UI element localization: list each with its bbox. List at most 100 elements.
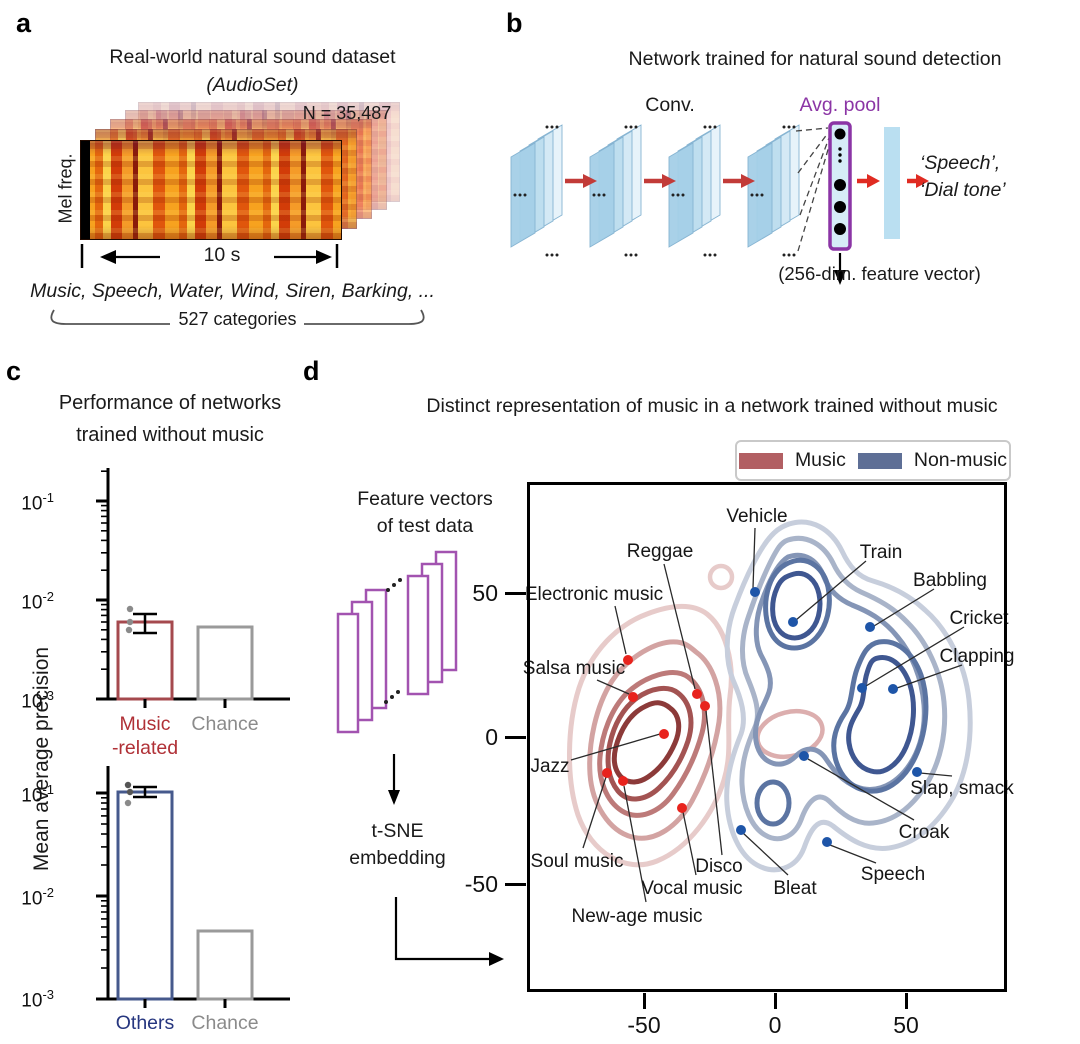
feature-vectors-text: Feature vectors of test data bbox=[357, 488, 493, 537]
label-chance-top: Chance bbox=[191, 713, 259, 735]
error-bar-others bbox=[133, 785, 157, 799]
feature-vector-arrow bbox=[834, 253, 846, 285]
label-speech: Speech bbox=[861, 864, 925, 885]
d-xtick-50: 50 bbox=[893, 1012, 919, 1038]
duration-arrows bbox=[80, 244, 339, 268]
c-y-axis-label: Mean average precision bbox=[30, 646, 53, 872]
label-disco: Disco bbox=[695, 856, 743, 877]
tsne-down-arrow bbox=[388, 754, 400, 805]
label-salsa: Salsa music bbox=[523, 658, 625, 679]
feature-vector-sketch bbox=[336, 550, 458, 734]
bar-chance-bottom bbox=[196, 929, 254, 1001]
c-top-ytick-3: 10-3 bbox=[21, 688, 54, 713]
label-newage: New-age music bbox=[572, 906, 703, 927]
music-legend-swatch bbox=[738, 452, 783, 469]
label-vocal: Vocal music bbox=[641, 878, 742, 899]
spectrogram-left-bar bbox=[81, 141, 90, 239]
c-bot-ytick-1: 10-1 bbox=[21, 782, 54, 807]
d-xtick-mark-50 bbox=[905, 993, 908, 1009]
panel-c-title-2: trained without music bbox=[76, 424, 264, 446]
nonmusic-legend-label: Non-music bbox=[913, 449, 1008, 471]
contours-music bbox=[567, 563, 825, 868]
d-xtick-neg50: -50 bbox=[627, 1012, 661, 1038]
leader-lines bbox=[570, 527, 965, 903]
nonmusic-legend-swatch bbox=[857, 452, 902, 469]
legend: Music Non-music bbox=[735, 440, 1011, 481]
minor-log-ticks bbox=[101, 470, 108, 670]
label-reggae: Reggae bbox=[627, 541, 694, 562]
duration-label: 10 s bbox=[203, 244, 241, 266]
plot-border bbox=[527, 482, 1007, 992]
label-soul: Soul music bbox=[531, 851, 624, 872]
point-labels: Vehicle Reggae Electronic music Salsa mu… bbox=[523, 506, 1015, 927]
panel-a-title: Real-world natural sound dataset bbox=[109, 46, 396, 68]
d-ytick-0: 0 bbox=[485, 724, 498, 750]
conv-layer-group-3 bbox=[669, 125, 720, 257]
panel-letter-a: a bbox=[16, 8, 32, 38]
bar-others bbox=[116, 790, 174, 1001]
data-points-music bbox=[125, 605, 134, 634]
minor-log-ticks bbox=[101, 796, 108, 969]
data-points-others bbox=[124, 781, 134, 807]
label-croak: Croak bbox=[899, 822, 950, 843]
bar-music-related bbox=[116, 620, 174, 701]
conv-layer-group-1 bbox=[511, 125, 562, 257]
label-chance-bottom: Chance bbox=[191, 1012, 259, 1034]
error-bar-music bbox=[133, 612, 157, 635]
nonmusic-points bbox=[736, 587, 922, 847]
bar-chart-music bbox=[96, 468, 290, 708]
c-top-ytick-1: 10-1 bbox=[21, 490, 54, 515]
feature-vector-label: (256-dim. feature vector) bbox=[778, 263, 981, 284]
output-label-arrow bbox=[907, 174, 929, 188]
d-ytick-mark-0 bbox=[505, 736, 526, 739]
label-others: Others bbox=[115, 1012, 175, 1034]
c-bot-ytick-3: 10-3 bbox=[21, 987, 54, 1012]
conv-label: Conv. bbox=[645, 94, 695, 116]
panel-b-title: Network trained for natural sound detect… bbox=[628, 48, 1002, 70]
panel-letter-c: c bbox=[6, 356, 22, 386]
categories-text: Music, Speech, Water, Wind, Siren, Barki… bbox=[30, 280, 435, 302]
label-vehicle: Vehicle bbox=[726, 506, 787, 527]
tsne-elbow-arrow bbox=[394, 897, 504, 966]
sample-count-label: N = 35,487 bbox=[302, 103, 392, 123]
left-arrow-head bbox=[100, 250, 116, 264]
network-diagram bbox=[495, 121, 929, 285]
ellipsis-dots bbox=[384, 578, 402, 704]
avgpool-vector bbox=[828, 121, 852, 251]
d-xtick-mark-0 bbox=[774, 993, 777, 1009]
mel-freq-axis-label: Mel freq. bbox=[55, 153, 76, 224]
label-electronic: Electronic music bbox=[525, 584, 663, 605]
label-bleat: Bleat bbox=[773, 878, 817, 899]
pool-output-arrow bbox=[857, 174, 880, 188]
tsne-plot: Vehicle Reggae Electronic music Salsa mu… bbox=[523, 482, 1015, 992]
d-ytick-mark-neg50 bbox=[505, 883, 526, 886]
conv-layer-group-2 bbox=[590, 125, 641, 257]
label-cricket: Cricket bbox=[949, 608, 1009, 629]
output-classes-text: ‘Speech’, ‘Dial tone’ bbox=[920, 150, 1006, 204]
music-legend-label: Music bbox=[794, 449, 846, 471]
panel-letter-b: b bbox=[506, 8, 523, 38]
d-xtick-0: 0 bbox=[768, 1012, 782, 1038]
panel-c-title-1: Performance of networks bbox=[58, 392, 282, 414]
c-bot-ytick-2: 10-2 bbox=[21, 885, 54, 910]
d-ytick-neg50: -50 bbox=[464, 871, 498, 897]
d-ytick-mark-50 bbox=[505, 592, 526, 595]
c-top-ytick-2: 10-2 bbox=[21, 589, 54, 614]
spectrogram-image bbox=[80, 140, 342, 240]
panel-a-subtitle: (AudioSet) bbox=[206, 74, 299, 96]
d-ytick-50: 50 bbox=[472, 580, 498, 606]
label-babbling: Babbling bbox=[913, 570, 987, 591]
conv-layer-group-4 bbox=[748, 125, 799, 257]
output-layer bbox=[884, 127, 900, 239]
output-class-2: ‘Dial tone’ bbox=[920, 179, 1006, 201]
categories-brace bbox=[50, 309, 425, 325]
panel-d-title: Distinct representation of music in a ne… bbox=[426, 395, 998, 417]
label-jazz: Jazz bbox=[530, 756, 569, 777]
d-xtick-mark-neg50 bbox=[643, 993, 646, 1009]
label-train: Train bbox=[860, 542, 903, 563]
tsne-text: t-SNE embedding bbox=[349, 820, 446, 869]
label-slap: Slap, smack bbox=[910, 778, 1014, 799]
output-class-1: ‘Speech’, bbox=[920, 152, 1001, 174]
pooling-dashed-lines bbox=[795, 127, 831, 252]
